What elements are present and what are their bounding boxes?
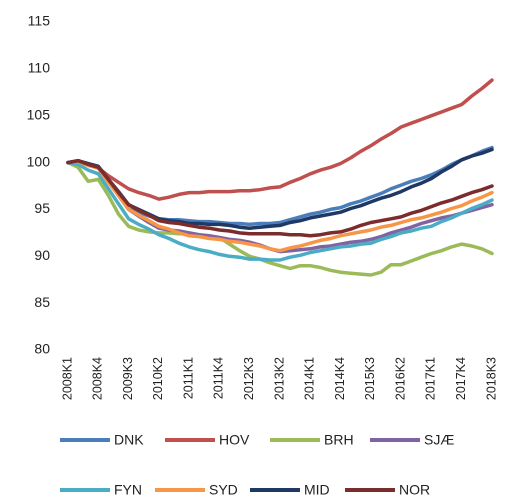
legend-label: MID xyxy=(304,482,330,498)
series-line xyxy=(66,159,494,253)
x-tick-label: 2009K3 xyxy=(121,357,135,400)
y-tick-label: 100 xyxy=(27,153,51,169)
series-line xyxy=(66,78,494,201)
y-tick-label: 110 xyxy=(28,60,51,76)
legend-label: SJÆ xyxy=(424,432,454,448)
legend-label: SYD xyxy=(209,482,238,498)
x-tick-label: 2017K4 xyxy=(454,357,468,400)
legend-label: NOR xyxy=(399,482,430,498)
x-tick-label: 2012K3 xyxy=(242,357,256,400)
x-tick-label: 2016K2 xyxy=(393,357,407,400)
series-line xyxy=(66,160,494,262)
legend-label: FYN xyxy=(114,482,142,498)
x-tick-label: 2014K4 xyxy=(333,357,347,400)
y-tick-label: 85 xyxy=(34,294,50,310)
x-tick-label: 2010K2 xyxy=(151,357,165,400)
legend-label: HOV xyxy=(219,432,250,448)
y-tick-label: 90 xyxy=(34,247,50,263)
x-tick-label: 2011K4 xyxy=(212,357,226,399)
x-tick-label: 2014K1 xyxy=(303,357,317,400)
x-tick-label: 2015K3 xyxy=(363,357,377,400)
x-tick-label: 2008K1 xyxy=(60,357,74,400)
y-tick-label: 80 xyxy=(34,341,50,357)
y-tick-label: 105 xyxy=(27,106,51,122)
x-tick-label: 2011K1 xyxy=(181,357,195,399)
y-tick-label: 95 xyxy=(34,200,50,216)
legend-label: DNK xyxy=(114,432,144,448)
legend-label: BRH xyxy=(324,432,354,448)
series-line xyxy=(66,160,494,277)
x-tick-label: 2008K4 xyxy=(91,357,105,400)
series-line xyxy=(66,158,494,238)
x-tick-label: 2013K2 xyxy=(272,357,286,400)
x-tick-label: 2018K3 xyxy=(484,357,498,400)
y-tick-label: 115 xyxy=(28,13,51,29)
x-tick-label: 2017K1 xyxy=(424,357,438,400)
